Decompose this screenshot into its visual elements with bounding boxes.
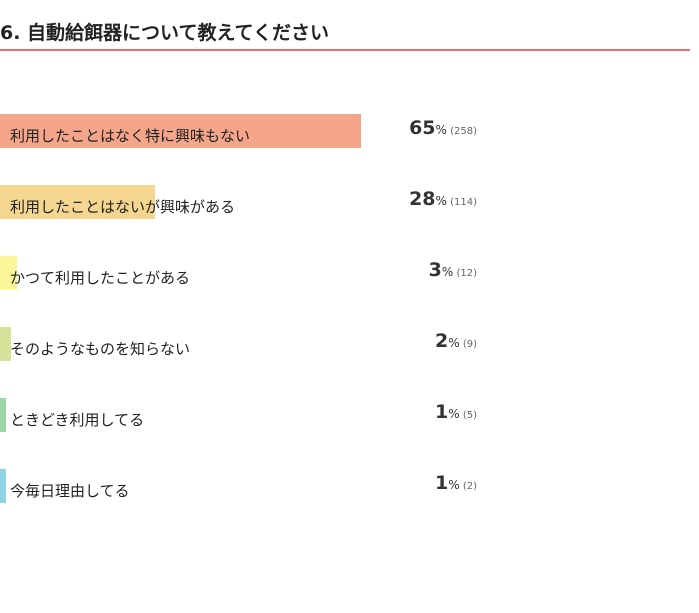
- chart-bar: [0, 185, 155, 219]
- chart-bar: [0, 114, 361, 148]
- percent-value: 2: [435, 330, 449, 352]
- chart-bar: [0, 398, 6, 432]
- percent-value: 1: [435, 401, 449, 423]
- percent-sign: %: [448, 336, 460, 350]
- percent-sign: %: [435, 194, 447, 208]
- data-label: 1% (2): [435, 472, 477, 494]
- page-title: 6. 自動給餌器について教えてください: [0, 22, 329, 44]
- chart-row: ときどき利用してる 1% (5): [0, 398, 699, 432]
- data-label: 2% (9): [435, 330, 477, 352]
- chart-bar: [0, 469, 6, 503]
- percent-value: 1: [435, 472, 449, 494]
- bar-label: そのようなものを知らない: [10, 340, 191, 358]
- chart-bar: [0, 327, 11, 361]
- chart-row: 今毎日理由してる 1% (2): [0, 469, 699, 503]
- bar-label: 利用したことはないが興味がある: [10, 198, 236, 216]
- chart-row: かつて利用したことがある 3% (12): [0, 256, 699, 290]
- data-label: 3% (12): [429, 259, 477, 281]
- percent-sign: %: [435, 123, 447, 137]
- response-count: (2): [459, 481, 477, 492]
- response-count: (5): [459, 410, 477, 421]
- percent-sign: %: [448, 478, 460, 492]
- bar-label: 今毎日理由してる: [10, 482, 130, 500]
- bar-label: ときどき利用してる: [10, 411, 145, 429]
- chart-row: 利用したことはなく特に興味もない 65% (258): [0, 114, 699, 148]
- response-count: (12): [453, 268, 477, 279]
- data-label: 65% (258): [409, 117, 477, 139]
- percent-value: 28: [409, 188, 436, 210]
- chart-row: 利用したことはないが興味がある 28% (114): [0, 185, 699, 219]
- response-count: (114): [446, 197, 477, 208]
- title-divider: [0, 49, 690, 51]
- percent-value: 65: [409, 117, 436, 139]
- percent-sign: %: [448, 407, 460, 421]
- chart-bar: [0, 256, 17, 290]
- response-count: (9): [459, 339, 477, 350]
- percent-value: 3: [428, 259, 442, 281]
- response-count: (258): [446, 126, 477, 137]
- bar-label: かつて利用したことがある: [10, 269, 191, 287]
- data-label: 28% (114): [409, 188, 477, 210]
- bar-label: 利用したことはなく特に興味もない: [10, 127, 251, 145]
- percent-sign: %: [441, 265, 454, 279]
- chart-row: そのようなものを知らない 2% (9): [0, 327, 699, 361]
- data-label: 1% (5): [435, 401, 477, 423]
